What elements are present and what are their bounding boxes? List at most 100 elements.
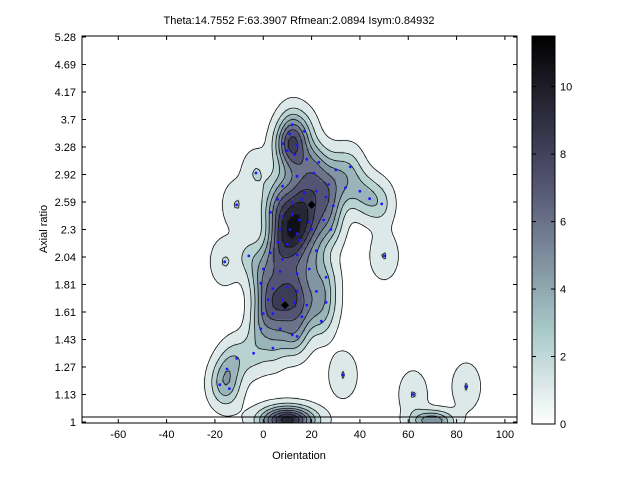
contour-band xyxy=(266,130,330,423)
data-point xyxy=(300,315,304,318)
data-point xyxy=(269,211,272,214)
data-point xyxy=(464,385,468,388)
contour-line xyxy=(261,124,337,423)
y-tick-label: 2.3 xyxy=(61,225,76,237)
data-point xyxy=(281,298,284,301)
data-point xyxy=(295,253,299,257)
contour-band xyxy=(221,118,444,423)
data-point xyxy=(327,183,330,186)
x-tick-label: 100 xyxy=(496,429,514,441)
data-point xyxy=(315,290,318,293)
data-point xyxy=(331,204,335,208)
contour-band xyxy=(281,202,309,423)
data-point xyxy=(411,393,415,396)
data-point xyxy=(324,301,328,304)
data-point xyxy=(307,267,311,271)
data-point xyxy=(254,171,258,175)
data-point xyxy=(295,144,299,148)
y-tick-label: 1 xyxy=(70,417,76,429)
y-tick-label: 3.28 xyxy=(55,142,76,154)
y-tick-label: 2.59 xyxy=(55,197,76,209)
data-point xyxy=(324,275,328,279)
data-point xyxy=(286,149,289,153)
data-point xyxy=(380,202,384,206)
data-point xyxy=(271,312,275,315)
data-point xyxy=(305,157,309,161)
y-tick-label: 1.61 xyxy=(55,307,76,319)
colorbar-tick-label: 10 xyxy=(560,82,572,94)
data-point xyxy=(368,197,371,201)
data-point xyxy=(315,249,318,253)
data-point xyxy=(302,129,306,133)
data-point xyxy=(290,123,294,127)
data-point xyxy=(295,174,299,178)
data-point xyxy=(290,201,294,205)
data-point xyxy=(281,142,284,146)
contour-band xyxy=(203,97,480,423)
peak-marker xyxy=(307,200,316,209)
data-point xyxy=(324,195,328,199)
colorbar-tick-label: 2 xyxy=(560,352,566,364)
chart-title: Theta:14.7552 F:63.3907 Rfmean:2.0894 Is… xyxy=(164,15,435,27)
x-tick-label: -40 xyxy=(159,429,175,441)
data-point xyxy=(293,153,297,157)
contour-band xyxy=(215,115,447,423)
data-point xyxy=(315,189,318,193)
data-point xyxy=(259,281,263,285)
y-tick-label: 4.17 xyxy=(55,87,76,99)
data-point xyxy=(286,242,289,246)
colorbar-tick-label: 4 xyxy=(560,284,566,296)
data-point xyxy=(278,269,282,273)
colorbar-tick-label: 8 xyxy=(560,149,566,161)
contour-line xyxy=(204,97,481,423)
data-point xyxy=(312,171,316,175)
data-point xyxy=(300,198,304,201)
contour-line xyxy=(216,113,448,423)
data-point xyxy=(348,165,352,169)
contour-band xyxy=(272,136,315,423)
data-point xyxy=(235,203,239,207)
y-tick-label: 1.81 xyxy=(55,280,76,292)
contour-line xyxy=(271,136,317,423)
data-point xyxy=(278,327,282,331)
data-point xyxy=(281,258,284,261)
x-tick-label: 80 xyxy=(450,429,462,441)
data-point xyxy=(344,186,347,190)
data-point xyxy=(295,232,299,236)
y-tick-label: 1.43 xyxy=(55,335,76,347)
data-point xyxy=(298,218,301,222)
data-point xyxy=(305,303,309,307)
data-point xyxy=(310,228,313,231)
data-point xyxy=(295,272,299,276)
data-point xyxy=(269,251,272,255)
colorbar-tick-label: 6 xyxy=(560,217,566,229)
data-point xyxy=(295,335,299,338)
contour-line xyxy=(265,129,330,423)
data-point xyxy=(286,285,289,289)
data-point xyxy=(307,220,311,224)
y-tick-label: 2.04 xyxy=(55,252,76,264)
data-point xyxy=(382,254,386,258)
contour-line xyxy=(222,119,443,423)
data-point xyxy=(319,319,323,323)
y-tick-label: 4.69 xyxy=(55,60,76,72)
data-point xyxy=(276,240,280,244)
data-point xyxy=(259,327,263,331)
data-point xyxy=(290,212,294,216)
data-point xyxy=(271,346,275,350)
data-point xyxy=(271,287,275,290)
colorbar-tick-label: 0 xyxy=(560,419,566,431)
x-tick-label: 40 xyxy=(354,429,366,441)
data-point xyxy=(218,383,222,387)
colorbar xyxy=(531,35,556,425)
data-point xyxy=(302,191,306,195)
x-axis-label: Orientation xyxy=(272,450,326,462)
data-point xyxy=(276,198,280,201)
peak-marker xyxy=(281,301,289,310)
y-tick-label: 5.28 xyxy=(55,32,76,44)
data-point xyxy=(317,160,321,164)
x-tick-label: 60 xyxy=(402,429,414,441)
data-point xyxy=(252,351,256,355)
